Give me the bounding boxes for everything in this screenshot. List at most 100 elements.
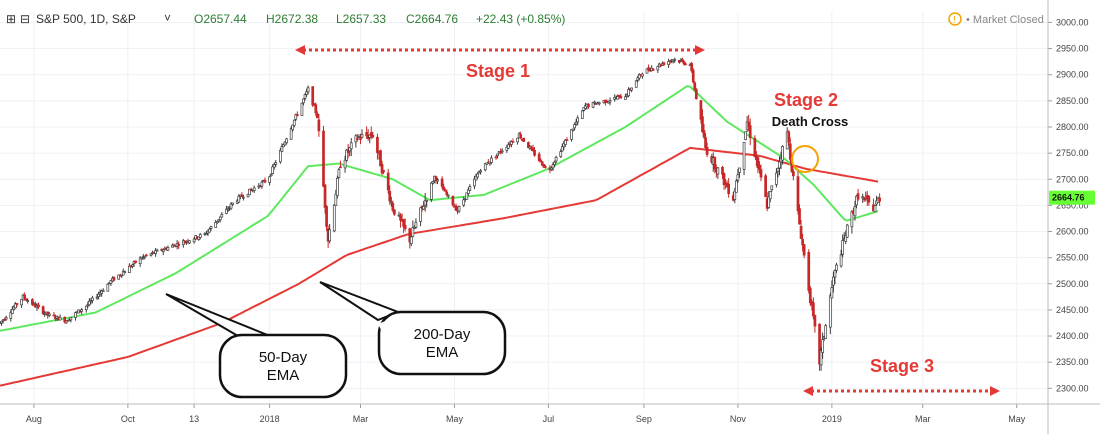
candle-body xyxy=(775,172,778,185)
candle-body xyxy=(399,214,402,221)
candle-body xyxy=(591,101,595,108)
candle-body xyxy=(429,182,433,200)
candle-body xyxy=(419,207,422,222)
candle-body xyxy=(63,316,67,323)
candle-body xyxy=(830,287,834,299)
candle-body xyxy=(496,153,499,157)
candle-body xyxy=(246,193,250,198)
y-tick-label: 3000.00 xyxy=(1056,17,1089,27)
candle-body xyxy=(413,226,416,229)
candle-body xyxy=(403,224,407,230)
candle-body xyxy=(507,144,510,149)
x-tick-label: Mar xyxy=(353,414,369,424)
candle-body xyxy=(634,80,638,88)
ema50-bubble-text: 50-Day xyxy=(259,349,308,366)
candle-body xyxy=(214,222,218,228)
x-tick-label: Jul xyxy=(543,414,555,424)
candle-body xyxy=(756,157,760,168)
candle-body xyxy=(787,131,791,143)
candle-body xyxy=(226,208,230,211)
candle-body xyxy=(198,234,202,238)
candle-body xyxy=(531,147,535,152)
candle-body xyxy=(128,265,131,274)
ema200-bubble-text: 200-Day xyxy=(414,326,471,343)
candle-body xyxy=(637,74,641,79)
candle-body xyxy=(651,68,655,71)
candle-body xyxy=(279,149,282,163)
y-tick-label: 2450.00 xyxy=(1056,305,1089,315)
ohlc-change: +22.43 (+0.85%) xyxy=(476,12,565,26)
candle-body xyxy=(285,138,288,144)
candle-body xyxy=(220,214,224,218)
candle-body xyxy=(268,176,271,183)
candle-body xyxy=(748,125,752,139)
chevron-down-icon[interactable]: ˅ xyxy=(164,11,171,25)
candle-body xyxy=(468,186,472,191)
candle-body xyxy=(684,63,687,66)
candle-body xyxy=(630,87,633,91)
candle-body xyxy=(753,138,757,158)
candle-body xyxy=(138,257,142,264)
candle-body xyxy=(391,203,395,211)
candle-body xyxy=(494,156,498,159)
candle-body xyxy=(442,186,446,191)
candle-body xyxy=(414,221,418,228)
candle-body xyxy=(334,193,338,206)
candle-body xyxy=(446,194,450,197)
candle-body xyxy=(37,304,40,308)
candle-body xyxy=(117,274,120,280)
candle-body xyxy=(87,300,91,306)
candle-body xyxy=(542,164,546,168)
candle-body xyxy=(812,302,815,317)
candle-body xyxy=(839,254,843,267)
candle-body xyxy=(485,162,489,165)
x-tick-label: May xyxy=(1008,414,1026,424)
ema200-line xyxy=(0,146,879,387)
candle-body xyxy=(824,325,828,339)
crosshair-icon[interactable]: ⊞ xyxy=(6,12,16,26)
candle-body xyxy=(155,249,159,252)
candle-body xyxy=(519,134,523,139)
candle-body xyxy=(46,311,50,316)
y-tick-label: 2550.00 xyxy=(1056,253,1089,263)
collapse-icon[interactable]: ⊟ xyxy=(20,12,30,26)
candle-body xyxy=(533,150,536,156)
ema200-bubble-seam xyxy=(378,316,398,343)
grid xyxy=(0,12,1048,404)
candle-body xyxy=(758,164,761,171)
candle-body xyxy=(691,69,695,83)
candle-body xyxy=(346,149,350,153)
candle-body xyxy=(314,104,318,114)
candle-body xyxy=(878,197,881,202)
symbol-label[interactable]: S&P 500, 1D, S&P xyxy=(36,12,136,26)
candle-body xyxy=(738,167,741,173)
candle-body xyxy=(345,149,348,161)
candle-body xyxy=(736,174,740,181)
candle-body xyxy=(52,314,56,317)
candle-body xyxy=(393,209,396,215)
candle-body xyxy=(474,175,478,181)
warning-icon[interactable] xyxy=(948,12,962,26)
candle-body xyxy=(58,316,62,321)
candle-body xyxy=(483,163,487,171)
stage1-arrow-head-left xyxy=(295,45,305,55)
candle-body xyxy=(106,283,110,292)
y-tick-label: 2600.00 xyxy=(1056,227,1089,237)
candle-body xyxy=(315,113,319,119)
candle-body xyxy=(801,238,804,246)
ohlc-open: O2657.44 xyxy=(194,12,247,26)
candle-body xyxy=(217,219,221,222)
candle-body xyxy=(252,187,256,191)
candle-body xyxy=(788,143,792,160)
candle-body xyxy=(289,128,293,140)
candle-body xyxy=(853,206,857,217)
stage3-arrow-head-right xyxy=(990,386,1000,396)
candle-body xyxy=(348,147,352,152)
candle-body xyxy=(166,247,170,251)
x-tick-label: 2018 xyxy=(260,414,280,424)
candle-body xyxy=(357,136,361,138)
candle-body xyxy=(462,199,466,206)
